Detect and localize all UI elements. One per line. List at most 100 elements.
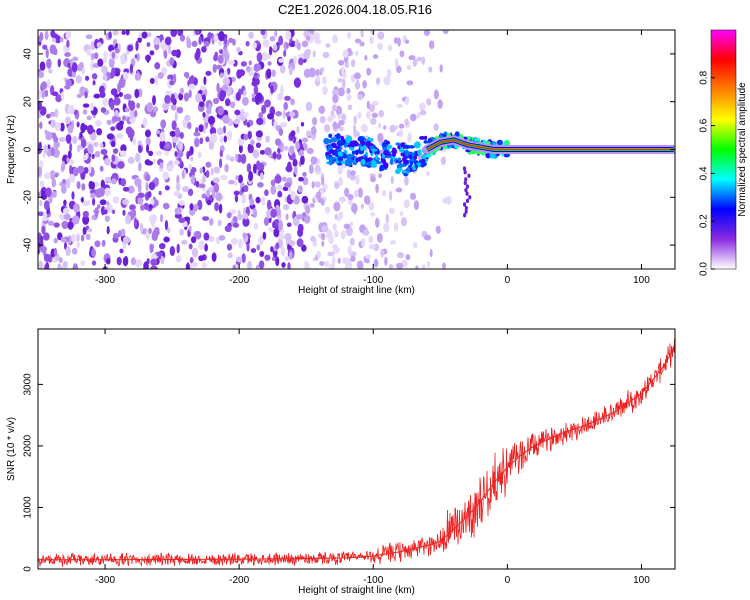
heatmap-cell xyxy=(383,125,387,130)
heatmap-cell xyxy=(85,34,93,40)
heatmap-cell xyxy=(435,225,441,234)
heatmap-cell xyxy=(103,51,108,60)
heatmap-cell xyxy=(193,204,199,210)
heatmap-cell xyxy=(328,133,333,139)
heatmap-cell xyxy=(278,58,285,63)
heatmap-cell xyxy=(148,150,154,157)
heatmap-cell xyxy=(319,188,324,195)
heatmap-cell xyxy=(281,176,287,182)
heatmap-cell xyxy=(344,143,348,148)
heatmap-cell xyxy=(191,40,198,48)
heatmap-cell xyxy=(302,171,307,177)
heatmap-cell xyxy=(314,181,321,188)
heatmap-cell xyxy=(103,187,112,197)
heatmap-cell xyxy=(306,147,314,155)
heatmap-cell xyxy=(39,31,44,42)
heatmap-cell xyxy=(86,115,92,121)
heatmap-cell xyxy=(215,192,223,202)
heatmap-cell xyxy=(38,89,42,99)
heatmap-cell xyxy=(335,133,341,140)
heatmap-cell xyxy=(152,95,156,106)
heatmap-cell xyxy=(321,176,325,186)
heatmap-cell xyxy=(245,40,250,47)
heatmap-cell xyxy=(229,209,237,215)
heatmap-cell xyxy=(114,47,120,54)
heatmap-cell xyxy=(255,63,262,71)
heatmap-cell xyxy=(398,129,404,138)
heatmap-cell xyxy=(145,136,151,146)
heatmap-cell xyxy=(360,30,364,38)
heatmap-cell xyxy=(274,30,278,37)
heatmap-cell xyxy=(421,264,426,269)
heatmap-cell xyxy=(212,177,220,184)
heatmap-cell xyxy=(44,30,49,41)
heatmap-cell xyxy=(364,158,368,162)
heatmap-cell xyxy=(96,41,102,48)
heatmap-cell xyxy=(188,89,192,99)
heatmap-cell xyxy=(337,156,343,162)
heatmap-cell xyxy=(301,195,309,204)
heatmap-cell xyxy=(219,92,225,102)
heatmap-cell xyxy=(319,115,326,124)
heatmap-cell xyxy=(328,264,335,269)
heatmap-cell xyxy=(370,176,376,183)
heatmap-cell xyxy=(142,117,148,127)
heatmap-cell xyxy=(252,149,259,159)
heatmap-cell xyxy=(54,172,59,178)
heatmap-cell xyxy=(42,212,47,218)
heatmap-cell xyxy=(337,152,344,157)
heatmap-cell xyxy=(82,214,90,225)
heatmap-cell xyxy=(419,109,427,116)
heatmap-cell xyxy=(234,194,239,203)
heatmap-cell xyxy=(369,36,374,45)
heatmap-cell xyxy=(165,142,171,149)
heatmap-cell xyxy=(87,144,94,155)
heatmap-cell xyxy=(224,163,229,173)
heatmap-cell xyxy=(283,204,290,211)
heatmap-cell xyxy=(213,166,221,174)
heatmap-cell xyxy=(353,72,361,80)
heatmap-cell xyxy=(164,185,170,191)
heatmap-cell xyxy=(97,58,104,67)
chart-title: C2E1.2026.004.18.05.R16 xyxy=(278,2,432,17)
heatmap-cell xyxy=(404,149,410,157)
heatmap-cell xyxy=(67,124,74,134)
heatmap-cell xyxy=(319,261,325,266)
heatmap-cell xyxy=(230,101,236,109)
heatmap-cell xyxy=(143,202,150,210)
heatmap-cell xyxy=(38,166,43,177)
heatmap-cell xyxy=(59,122,65,132)
heatmap-cell xyxy=(233,118,241,125)
heatmap-cell xyxy=(298,57,304,66)
heatmap-cell xyxy=(38,100,42,111)
heatmap-cell xyxy=(62,260,68,269)
heatmap-cell xyxy=(73,203,80,213)
heatmap-cell xyxy=(420,163,425,168)
heatmap-cell xyxy=(214,202,219,212)
heatmap-cell xyxy=(316,75,320,83)
heatmap-cell xyxy=(55,94,63,103)
heatmap-cell xyxy=(77,146,81,153)
heatmap-cell xyxy=(71,62,78,73)
heatmap-cell xyxy=(112,196,120,204)
heatmap-cells xyxy=(38,30,675,269)
heatmap-cell xyxy=(293,55,297,66)
heatmap-cell xyxy=(462,166,467,171)
heatmap-cell xyxy=(72,56,79,62)
heatmap-cell xyxy=(264,189,269,197)
heatmap-cell xyxy=(442,30,449,35)
heatmap-cell xyxy=(293,77,302,88)
heatmap-cell xyxy=(99,165,104,172)
heatmap-cell xyxy=(301,137,309,143)
heatmap-cell xyxy=(76,181,81,190)
heatmap-cell xyxy=(129,100,136,111)
heatmap-cell xyxy=(265,135,271,143)
heatmap-cell xyxy=(90,52,95,61)
heatmap-cell xyxy=(485,152,491,159)
heatmap-cell xyxy=(340,230,346,240)
colorbar-tick-label: 0.0 xyxy=(699,262,710,276)
heatmap-cell xyxy=(378,109,385,118)
heatmap-cell xyxy=(138,162,142,172)
series-line-0 xyxy=(38,347,675,561)
heatmap-cell xyxy=(218,234,226,241)
